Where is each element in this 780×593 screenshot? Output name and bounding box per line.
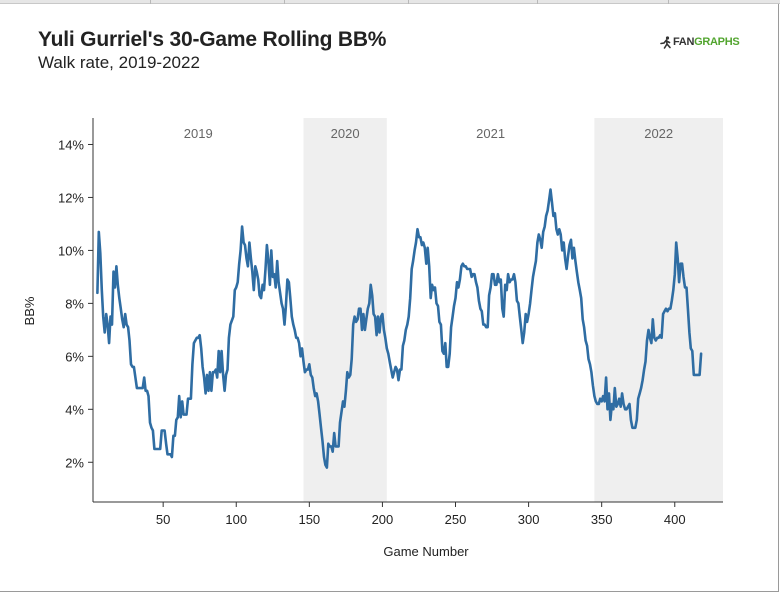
- y-tick-label: 12%: [58, 190, 84, 205]
- x-axis-label: Game Number: [383, 544, 469, 559]
- x-axis-ticks: 50 100 150 200 250 300 350 400: [156, 502, 686, 527]
- x-tick-label: 100: [225, 512, 247, 527]
- y-tick-label: 10%: [58, 243, 84, 258]
- season-label: 2020: [331, 126, 360, 141]
- y-tick-label: 2%: [65, 455, 84, 470]
- x-tick-label: 350: [591, 512, 613, 527]
- chart-subtitle: Walk rate, 2019-2022: [38, 53, 200, 72]
- column-marker: [668, 0, 669, 4]
- x-tick-label: 400: [664, 512, 686, 527]
- season-band-shade: [594, 118, 723, 502]
- x-tick-label: 300: [518, 512, 540, 527]
- x-tick-label: 150: [298, 512, 320, 527]
- chart-title: Yuli Gurriel's 30-Game Rolling BB%: [38, 28, 387, 51]
- column-marker: [408, 0, 409, 4]
- season-label: 2021: [476, 126, 505, 141]
- y-tick-label: 8%: [65, 296, 84, 311]
- season-label: 2019: [184, 126, 213, 141]
- fangraphs-logo: FAN GRAPHS: [660, 35, 740, 49]
- y-axis-label: BB%: [22, 296, 37, 325]
- axes: [92, 118, 723, 503]
- season-bands: 2019 2020 2021 2022: [184, 118, 723, 502]
- top-border: [0, 0, 780, 4]
- x-tick-label: 200: [372, 512, 394, 527]
- column-marker: [537, 0, 538, 4]
- column-marker: [150, 0, 151, 4]
- logo-text-fan: FAN: [673, 36, 695, 48]
- season-label: 2022: [644, 126, 673, 141]
- series: [96, 188, 703, 469]
- x-tick-label: 250: [445, 512, 467, 527]
- column-marker: [284, 0, 285, 4]
- series-line-bb-pct: [96, 188, 703, 469]
- y-tick-label: 4%: [65, 402, 84, 417]
- x-tick-label: 50: [156, 512, 170, 527]
- logo-text-graphs: GRAPHS: [694, 36, 740, 48]
- y-axis-ticks: 2% 4% 6% 8% 10% 12% 14%: [58, 137, 93, 470]
- fangraphs-runner-icon: [660, 35, 671, 49]
- y-tick-label: 14%: [58, 137, 84, 152]
- y-tick-label: 6%: [65, 349, 84, 364]
